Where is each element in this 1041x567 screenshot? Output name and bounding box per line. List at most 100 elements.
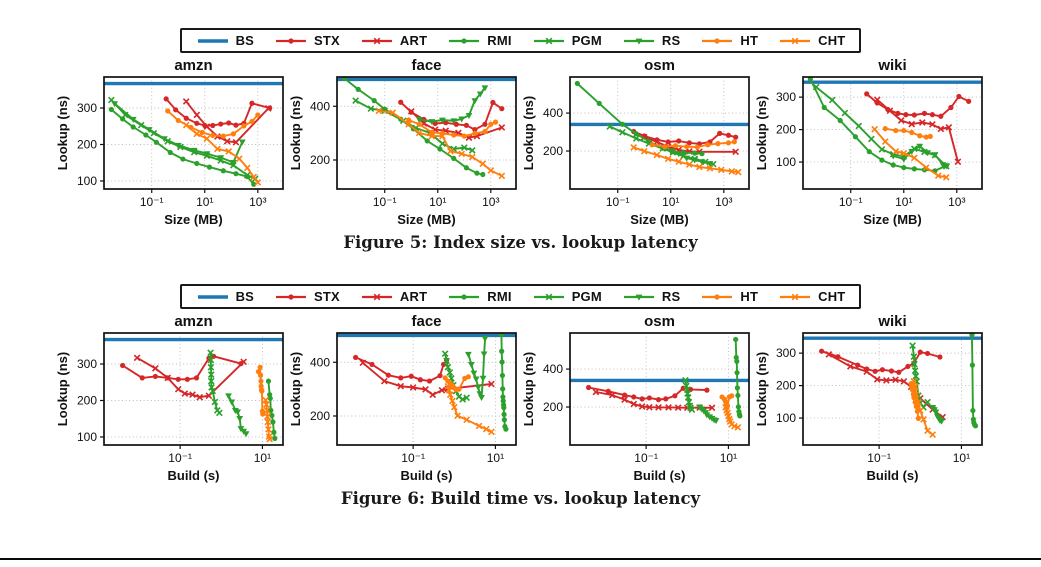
legend-item-stx: STX	[274, 33, 340, 48]
x-tick-label: 10¹	[719, 451, 736, 465]
series-CHT	[721, 403, 741, 431]
figure-6-caption: Figure 6: Build time vs. lookup latency	[340, 489, 701, 508]
x-tick-label: 10¹	[429, 195, 446, 209]
y-axis-label: Lookup (ns)	[289, 352, 303, 426]
bs-line-sample-icon	[197, 38, 228, 43]
y-tick-label: 200	[775, 123, 795, 137]
legend-item-cht: CHT	[778, 33, 845, 48]
legend-item-pgm: PGM	[532, 33, 602, 48]
x-tick-label: 10⁻¹	[401, 451, 425, 465]
chart-title: wiki	[877, 313, 906, 330]
figure-5: BS STX ART RMI PGM RS HT CHT 100 200 300 10⁻¹ 10¹ 10…	[0, 0, 1041, 252]
series-HT	[649, 139, 737, 150]
y-tick-label: 400	[542, 362, 562, 376]
chart-title: wiki	[877, 57, 906, 74]
series-CHT	[182, 121, 261, 186]
y-tick-label: 200	[309, 409, 329, 423]
chart-face: 200 400 10⁻¹ 10¹ 10³ face Size (MB) Lookup (ns)	[289, 57, 517, 227]
series-RS	[224, 393, 249, 438]
legend-label: HT	[740, 33, 759, 48]
series-STX	[630, 128, 738, 147]
x-tick-label: 10¹	[486, 451, 503, 465]
chart-title: amzn	[174, 57, 212, 74]
series-RS	[464, 335, 488, 402]
y-tick-label: 300	[775, 90, 795, 104]
series-ART	[133, 354, 247, 401]
series-STX	[863, 91, 971, 119]
art-line-sample-icon	[361, 37, 392, 44]
x-axis-label: Build (s)	[167, 468, 219, 483]
chart-amzn: 100 200 300 10⁻¹ 10¹ amzn Build (s) Lookup (ns)	[56, 313, 284, 483]
legend-label: ART	[399, 33, 428, 48]
series-STX	[818, 348, 943, 375]
chart-title: face	[411, 313, 441, 330]
series-RMI	[265, 378, 277, 442]
ht-line-sample-icon	[702, 37, 733, 44]
legend-item-rmi: RMI	[447, 33, 511, 48]
legend-item-rs: RS	[622, 289, 680, 304]
series-RMI	[498, 333, 509, 432]
series-STX	[585, 384, 710, 403]
x-tick-label: 10⁻¹	[634, 451, 658, 465]
x-tick-label: 10⁻¹	[372, 195, 396, 209]
bs-line-sample-icon	[197, 294, 228, 299]
legend-label: ART	[399, 289, 428, 304]
chart-title: osm	[644, 57, 675, 74]
legend-label: BS	[235, 289, 255, 304]
legend-item-rs: RS	[622, 33, 680, 48]
y-tick-label: 100	[775, 411, 795, 425]
chart-title: amzn	[174, 313, 212, 330]
legend-label: PGM	[571, 289, 602, 304]
y-tick-label: 400	[542, 106, 562, 120]
y-tick-label: 200	[76, 137, 96, 151]
y-tick-label: 100	[76, 174, 96, 188]
legend: BS STX ART RMI PGM RS HT CHT	[179, 28, 862, 53]
series-HT	[442, 374, 471, 393]
x-axis-label: Build (s)	[866, 468, 918, 483]
legend-item-cht: CHT	[778, 289, 845, 304]
series-RS	[928, 404, 945, 425]
cht-line-sample-icon	[780, 293, 811, 300]
series-CHT	[444, 382, 495, 436]
x-tick-label: 10⁻¹	[139, 195, 163, 209]
series-STX	[352, 354, 449, 384]
legend-label: STX	[314, 33, 340, 48]
legend-label: RMI	[487, 33, 512, 48]
legend-item-art: ART	[360, 289, 427, 304]
y-axis-label: Lookup (ns)	[755, 352, 769, 426]
pgm-line-sample-icon	[533, 293, 564, 300]
rmi-line-sample-icon	[449, 293, 480, 300]
series-ART	[873, 96, 961, 166]
x-axis-label: Size (MB)	[630, 212, 689, 227]
legend-label: RS	[661, 289, 681, 304]
x-axis-label: Build (s)	[633, 468, 685, 483]
series-CHT	[261, 396, 273, 443]
cht-line-sample-icon	[780, 37, 811, 44]
legend-label: CHT	[818, 33, 846, 48]
series-RMI	[968, 333, 978, 429]
chart-title: osm	[644, 313, 675, 330]
chart-osm: 200 400 10⁻¹ 10¹ 10³ osm Size (MB) Lookup (ns)	[522, 57, 750, 227]
series-CHT	[870, 125, 950, 181]
legend-label: RS	[661, 33, 681, 48]
x-tick-label: 10³	[948, 195, 965, 209]
rmi-line-sample-icon	[449, 37, 480, 44]
y-tick-label: 200	[309, 153, 329, 167]
series-STX	[397, 99, 504, 133]
chart-wiki: 100 200 300 10⁻¹ 10¹ 10³ wiki Size (MB) Lookup (…	[755, 57, 983, 227]
y-tick-label: 200	[775, 379, 795, 393]
x-tick-label: 10¹	[895, 195, 912, 209]
y-tick-label: 200	[542, 400, 562, 414]
series-HT	[255, 364, 265, 417]
legend-label: BS	[235, 33, 255, 48]
y-tick-label: 200	[542, 144, 562, 158]
series-ART	[824, 351, 946, 421]
y-axis-label: Lookup (ns)	[289, 96, 303, 170]
legend-item-art: ART	[360, 33, 427, 48]
figure-5-caption: Figure 5: Index size vs. lookup latency	[343, 233, 698, 252]
series-PGM	[107, 96, 259, 183]
y-tick-label: 300	[76, 101, 96, 115]
figure-6-plots-row: 100 200 300 10⁻¹ 10¹ amzn Build (s) Lookup (ns)…	[56, 313, 986, 485]
legend-label: HT	[740, 289, 759, 304]
